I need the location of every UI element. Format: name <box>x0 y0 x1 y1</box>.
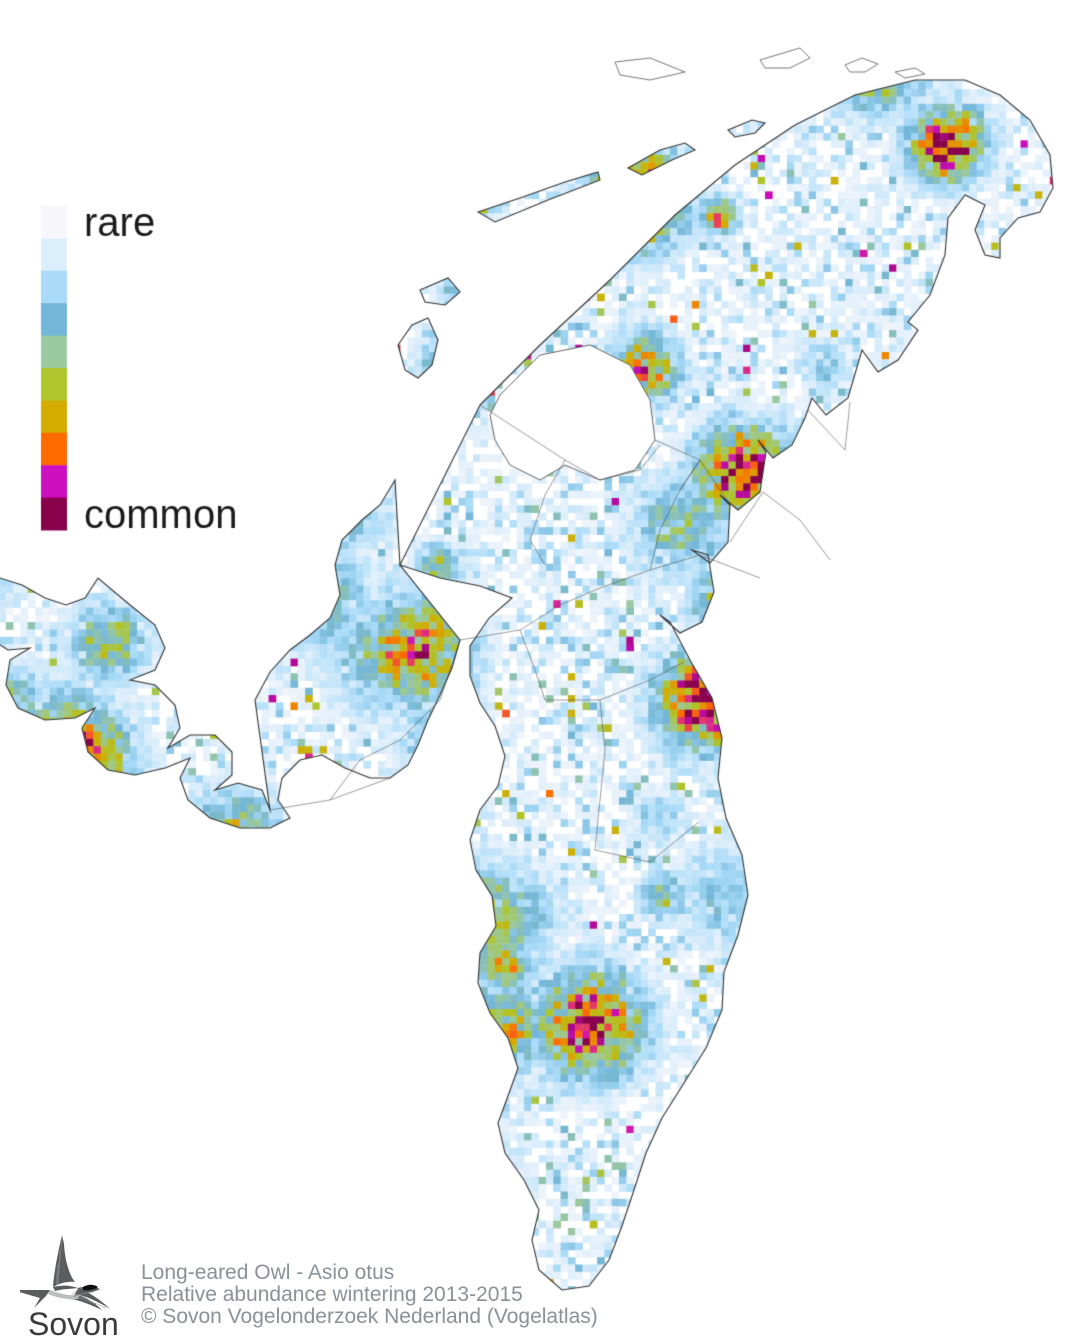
svg-text:Sovon: Sovon <box>28 1306 119 1340</box>
